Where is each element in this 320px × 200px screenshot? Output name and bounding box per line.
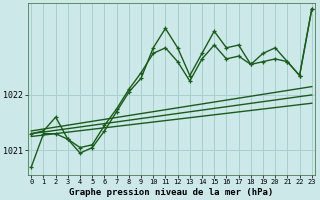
X-axis label: Graphe pression niveau de la mer (hPa): Graphe pression niveau de la mer (hPa) — [69, 188, 274, 197]
